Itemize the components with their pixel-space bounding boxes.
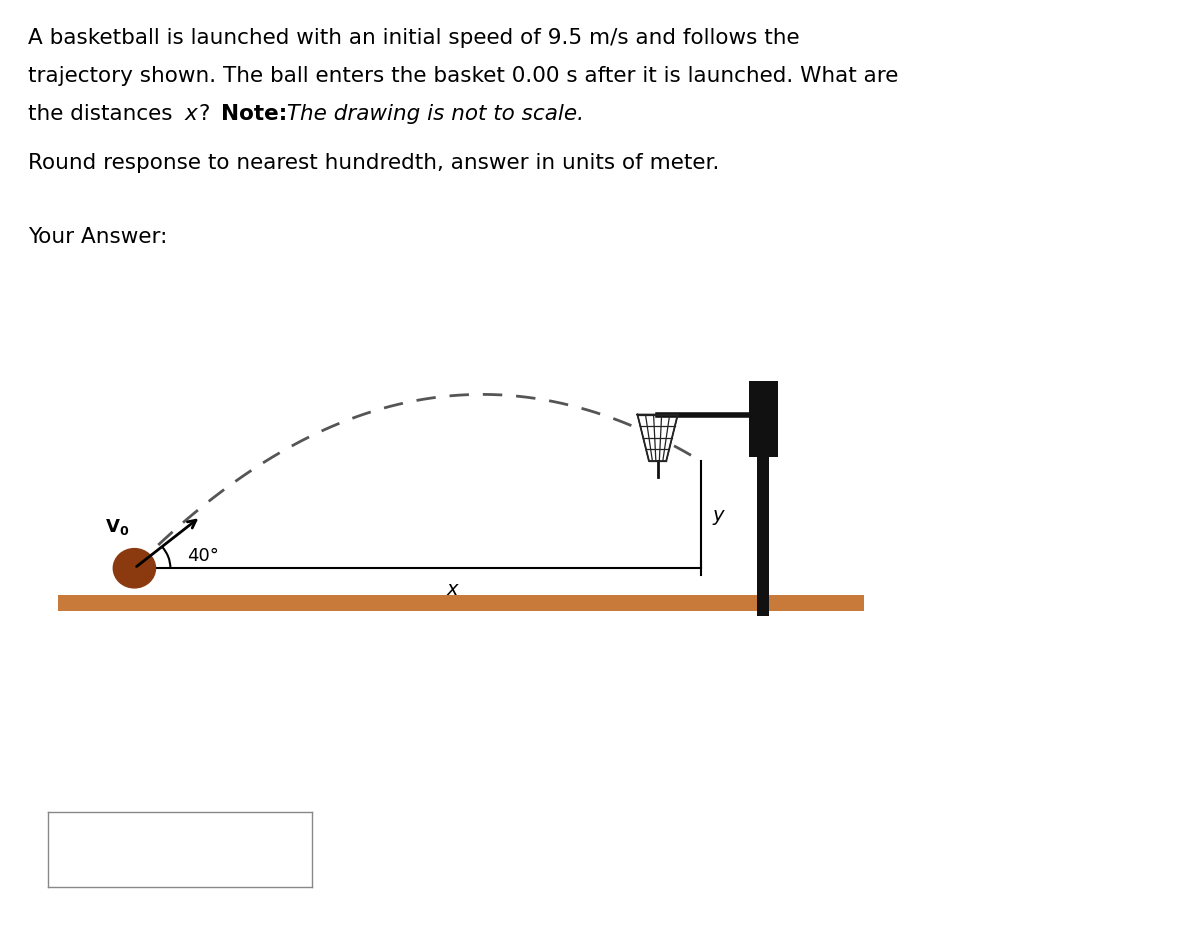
Bar	[749, 381, 778, 457]
Text: A basketball is launched with an initial speed of 9.5 m/s and follows the: A basketball is launched with an initial…	[28, 28, 799, 48]
Circle shape	[113, 549, 156, 588]
Text: The drawing is not to scale.: The drawing is not to scale.	[280, 104, 584, 124]
Bar	[58, 596, 864, 612]
Text: ?: ?	[199, 104, 217, 124]
Text: 40°: 40°	[187, 547, 220, 565]
Text: trajectory shown. The ball enters the basket 0.00 s after it is launched. What a: trajectory shown. The ball enters the ba…	[28, 66, 899, 86]
Text: $\mathbf{V_0}$: $\mathbf{V_0}$	[106, 516, 130, 536]
Bar	[757, 413, 769, 615]
Text: the distances: the distances	[28, 104, 179, 124]
Text: Your Answer:: Your Answer:	[28, 227, 167, 246]
Text: Round response to nearest hundredth, answer in units of meter.: Round response to nearest hundredth, ans…	[28, 153, 719, 173]
Text: x: x	[185, 104, 198, 124]
Text: Note:: Note:	[221, 104, 287, 124]
Text: y: y	[713, 506, 724, 525]
Text: x: x	[446, 580, 458, 598]
Polygon shape	[637, 415, 678, 462]
